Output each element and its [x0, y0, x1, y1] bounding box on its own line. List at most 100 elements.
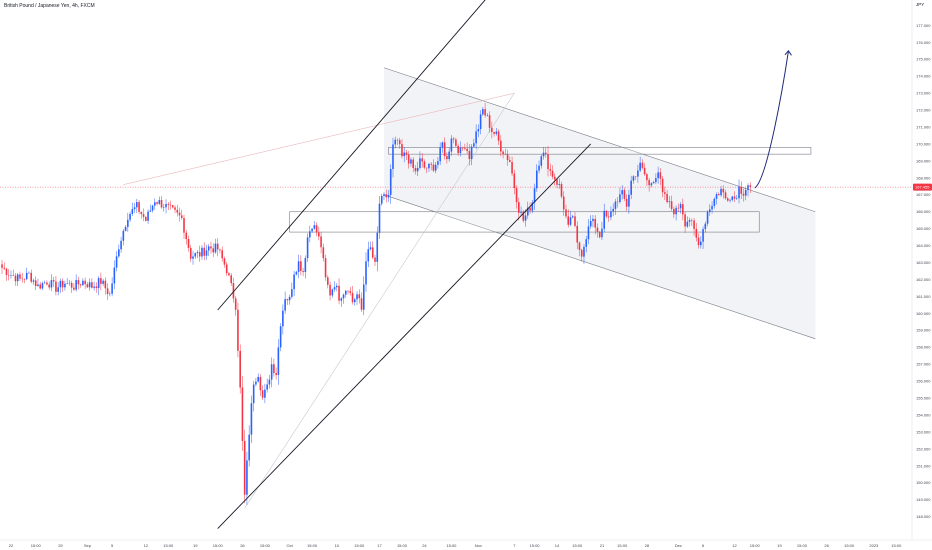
x-tick-label: 15:00 [797, 543, 808, 548]
candle-body [461, 147, 464, 149]
candle [288, 294, 291, 305]
candle-body [216, 243, 219, 250]
candle [57, 282, 59, 296]
candle [515, 185, 518, 209]
ascending-channel-upper [217, 0, 486, 311]
candle-body [650, 183, 653, 186]
candle [419, 151, 421, 170]
candle [192, 250, 194, 265]
candle-body [318, 232, 320, 237]
candle-body [419, 158, 421, 168]
candle-body [502, 151, 504, 155]
candle-body [596, 227, 599, 232]
candle-body [412, 159, 415, 168]
candle [702, 226, 704, 249]
candle [493, 131, 495, 137]
candle [196, 250, 199, 259]
y-tick-label: 158.000 [916, 345, 931, 350]
candle [706, 210, 709, 227]
candle-body [234, 298, 237, 310]
candle-body [414, 167, 417, 172]
y-tick-label: 151.000 [916, 463, 931, 468]
overlay-layer [0, 0, 912, 529]
candle [205, 244, 208, 260]
x-tick-label: 15:00 [213, 543, 224, 548]
candle-body [252, 384, 255, 404]
candle [684, 211, 686, 233]
candle-body [637, 170, 639, 177]
candle-body [109, 293, 111, 295]
candle [264, 383, 266, 404]
x-tick-label: 26 [240, 543, 245, 548]
candle [109, 291, 111, 297]
candle [351, 286, 354, 305]
candle-body [185, 232, 188, 239]
candle-body [407, 154, 410, 164]
candle [385, 189, 388, 203]
candle [14, 272, 17, 286]
candle-body [410, 159, 412, 164]
descending-channel-lower [383, 194, 816, 340]
candle-body [129, 213, 131, 220]
candle-body [749, 185, 752, 188]
candle [500, 135, 502, 157]
candle-body [562, 196, 565, 210]
candle-body [100, 278, 102, 284]
candle [479, 110, 482, 135]
candle-body [679, 204, 682, 209]
candle-body [589, 221, 592, 227]
candle [32, 278, 35, 285]
candle-body [320, 236, 322, 248]
candle-body [389, 169, 392, 195]
candle [131, 202, 134, 217]
candle-body [210, 246, 212, 249]
candle [468, 144, 471, 166]
candle-body [270, 364, 273, 380]
candle-body [450, 138, 453, 152]
y-tick-label: 160.000 [916, 311, 931, 316]
candle [30, 269, 33, 284]
candle-body [470, 146, 473, 160]
candle [495, 127, 498, 136]
candle [605, 209, 608, 219]
candle [261, 385, 264, 400]
candle-body [594, 218, 597, 228]
candle [383, 192, 385, 201]
candle [735, 195, 738, 200]
candle-body [720, 188, 722, 196]
candle-body [574, 216, 576, 226]
candle-body [735, 198, 738, 199]
candle [214, 238, 217, 254]
candle [403, 147, 406, 163]
candle-body [273, 364, 275, 373]
candle-body [344, 290, 347, 295]
candle [378, 195, 381, 239]
candle [576, 221, 579, 250]
x-tick-label: 15:00 [617, 543, 628, 548]
candle [473, 138, 475, 148]
candle-body [264, 389, 266, 398]
descending-channel-upper [383, 67, 816, 213]
candle-body [475, 131, 477, 144]
candle [333, 281, 336, 292]
candle-body [241, 387, 244, 441]
candle [194, 252, 197, 259]
x-tick-label: 15:00 [844, 543, 855, 548]
candle [697, 233, 700, 249]
candle-body [704, 223, 707, 230]
candle-body [437, 161, 439, 165]
candle [207, 244, 210, 256]
candle [650, 182, 653, 188]
candle [380, 193, 383, 206]
x-tick-label: 14 [555, 543, 560, 548]
candle-body [387, 194, 390, 198]
candle [437, 157, 439, 169]
candle [578, 241, 581, 257]
candle [100, 272, 102, 291]
candle [127, 212, 129, 232]
candle [668, 196, 671, 208]
candle [248, 425, 250, 467]
candle-body [212, 248, 215, 253]
candle-body [585, 239, 588, 247]
